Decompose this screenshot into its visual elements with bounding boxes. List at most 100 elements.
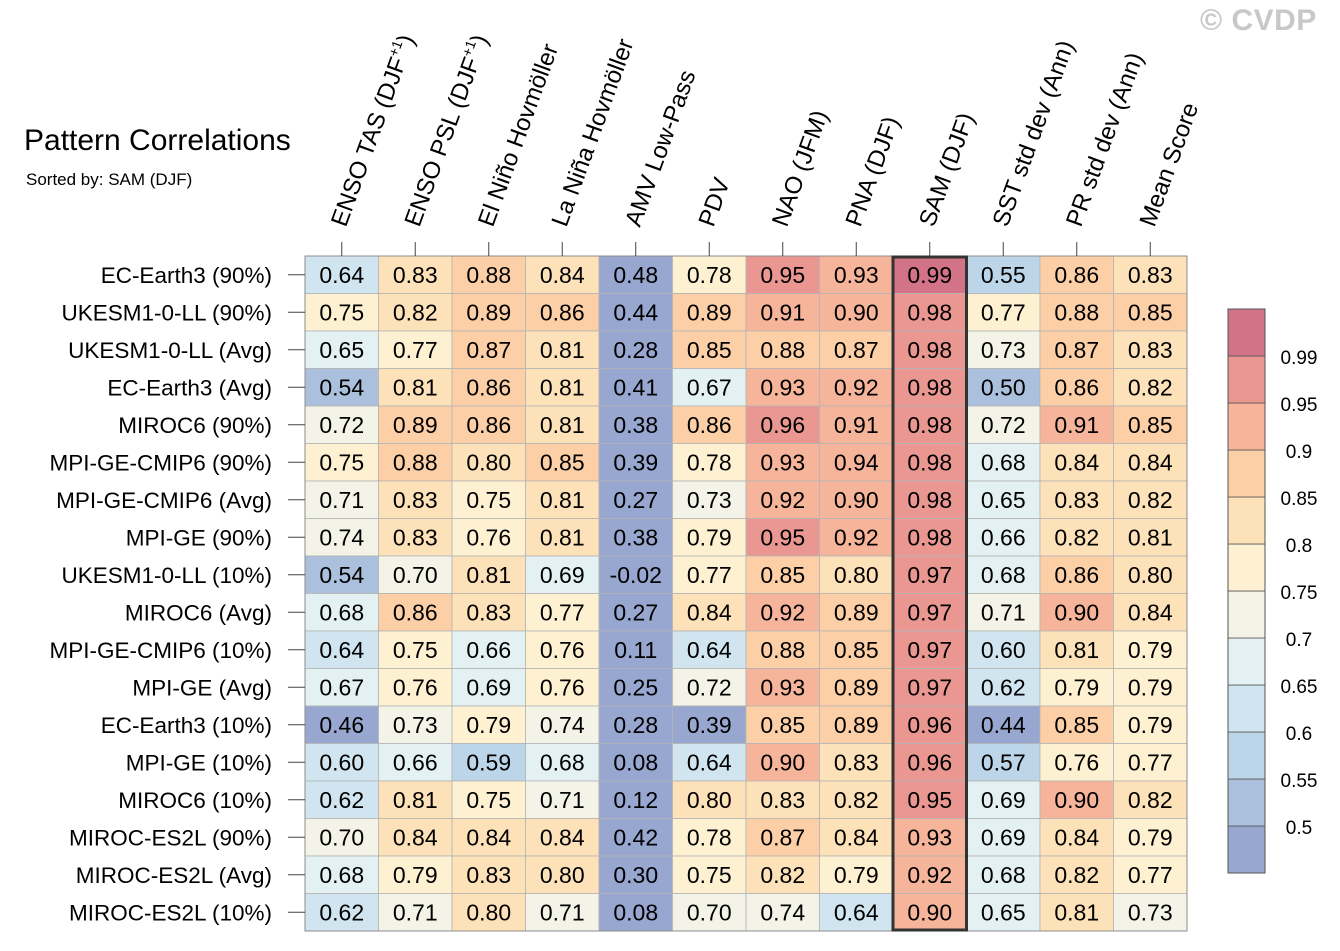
heatmap-cell <box>525 855 600 894</box>
heatmap-cell <box>304 443 379 482</box>
heatmap-cell <box>525 893 600 932</box>
cell-value: 0.79 <box>1128 824 1173 850</box>
heatmap-cell <box>1113 518 1188 557</box>
cell-value: 0.72 <box>687 674 732 700</box>
column-label: Mean Score <box>1135 99 1205 230</box>
cell-value: 0.82 <box>1054 862 1099 888</box>
cell-value: 0.50 <box>981 374 1026 400</box>
cell-value: 0.11 <box>614 637 657 663</box>
cell-value: 0.82 <box>1128 374 1173 400</box>
row-label: MIROC-ES2L (10%) <box>69 900 272 925</box>
cell-value: 0.73 <box>1128 899 1173 925</box>
cell-value: 0.93 <box>760 449 805 475</box>
cell-value: 0.99 <box>907 262 952 288</box>
heatmap-cell <box>672 330 747 369</box>
column-label: AMV Low-Pass <box>620 67 701 230</box>
colorbar-swatch <box>1227 308 1266 357</box>
cell-value: 0.25 <box>613 674 658 700</box>
cell-value: 0.75 <box>687 862 732 888</box>
cell-value: 0.39 <box>613 449 658 475</box>
heatmap-cell <box>672 818 747 857</box>
colorbar-tick-label: 0.99 <box>1281 348 1318 369</box>
colorbar-swatch <box>1227 402 1266 451</box>
heatmap-cell <box>892 818 967 857</box>
colorbar: 0.5 0.55 0.6 0.65 0.7 0.75 0.8 0.85 0.9 0.95 0.99 <box>1227 308 1318 874</box>
cell-value: 0.64 <box>834 899 879 925</box>
cell-value: 0.93 <box>760 374 805 400</box>
column-label: NAO (JFM) <box>767 107 834 230</box>
cell-value: 0.68 <box>981 449 1026 475</box>
cell-value: 0.85 <box>1054 712 1099 738</box>
heatmap-cell <box>598 368 673 407</box>
column-label: PNA (DJF) <box>841 113 906 230</box>
row-label: MPI-GE (10%) <box>126 750 272 775</box>
cell-value: 0.89 <box>687 299 732 325</box>
cell-value: 0.88 <box>760 337 805 363</box>
cell-value: 0.92 <box>760 487 805 513</box>
cell-value: 0.95 <box>760 262 805 288</box>
heatmap-cell <box>451 630 526 669</box>
cell-value: 0.81 <box>540 412 585 438</box>
heatmap-cell <box>378 368 453 407</box>
heatmap-cell <box>1039 668 1114 707</box>
heatmap-cell <box>525 743 600 782</box>
heatmap-cell <box>672 405 747 444</box>
cell-value: 0.41 <box>613 374 658 400</box>
cell-value: 0.81 <box>540 337 585 363</box>
heatmap-cell <box>819 593 894 632</box>
cell-value: 0.98 <box>907 337 952 363</box>
heatmap-cell <box>672 555 747 594</box>
heatmap-cell <box>1039 555 1114 594</box>
cell-value: 0.71 <box>319 487 364 513</box>
cell-value: 0.73 <box>687 487 732 513</box>
heatmap-cell <box>672 593 747 632</box>
cell-value: 0.95 <box>907 787 952 813</box>
cell-value: 0.83 <box>834 749 879 775</box>
heatmap-cell <box>304 668 379 707</box>
cell-value: 0.95 <box>760 524 805 550</box>
heatmap-cell <box>525 480 600 519</box>
cell-value: 0.92 <box>834 374 879 400</box>
cell-value: 0.12 <box>613 787 658 813</box>
colorbar-tick-label: 0.6 <box>1286 724 1312 745</box>
cell-value: 0.96 <box>907 749 952 775</box>
column-label: La Niña Hovmöller <box>547 35 640 230</box>
colorbar-frame <box>1227 308 1266 874</box>
cell-value: 0.69 <box>981 824 1026 850</box>
heatmap-cell <box>304 780 379 819</box>
cell-value: 0.78 <box>687 262 732 288</box>
cell-value: 0.79 <box>1054 674 1099 700</box>
colorbar-tick-label: 0.7 <box>1286 630 1312 651</box>
cell-value: 0.39 <box>687 712 732 738</box>
heatmap-cell <box>1113 555 1188 594</box>
heatmap-cell <box>1039 743 1114 782</box>
heatmap-cells: 0.64 0.83 0.88 0.84 0.48 0.78 0.95 0.93 0.99 0.55… <box>304 255 1188 932</box>
heatmap-cell <box>451 668 526 707</box>
heatmap-cell <box>745 668 820 707</box>
cell-value: 0.08 <box>613 899 658 925</box>
cell-value: 0.81 <box>540 524 585 550</box>
cell-value: 0.68 <box>319 862 364 888</box>
heatmap-cell <box>672 705 747 744</box>
cell-value: 0.98 <box>907 299 952 325</box>
row-label: UKESM1-0-LL (90%) <box>62 300 273 325</box>
cell-value: 0.91 <box>834 412 879 438</box>
cell-value: 0.84 <box>393 824 438 850</box>
cell-value: 0.87 <box>760 824 805 850</box>
cell-value: 0.60 <box>981 637 1026 663</box>
cell-value: 0.30 <box>613 862 658 888</box>
row-label: MIROC-ES2L (Avg) <box>76 863 272 888</box>
cell-value: 0.83 <box>393 524 438 550</box>
heatmap-cell <box>598 293 673 332</box>
cell-value: 0.64 <box>319 262 364 288</box>
cell-value: 0.97 <box>907 637 952 663</box>
heatmap-cell <box>672 518 747 557</box>
cell-value: 0.90 <box>1054 787 1099 813</box>
heatmap-cell <box>525 818 600 857</box>
cell-value: 0.75 <box>319 299 364 325</box>
heatmap-cell <box>672 293 747 332</box>
cell-value: 0.81 <box>1054 899 1099 925</box>
colorbar-tick-label: 0.8 <box>1286 536 1312 557</box>
colorbar-swatch <box>1227 684 1266 733</box>
cell-value: 0.27 <box>613 487 658 513</box>
